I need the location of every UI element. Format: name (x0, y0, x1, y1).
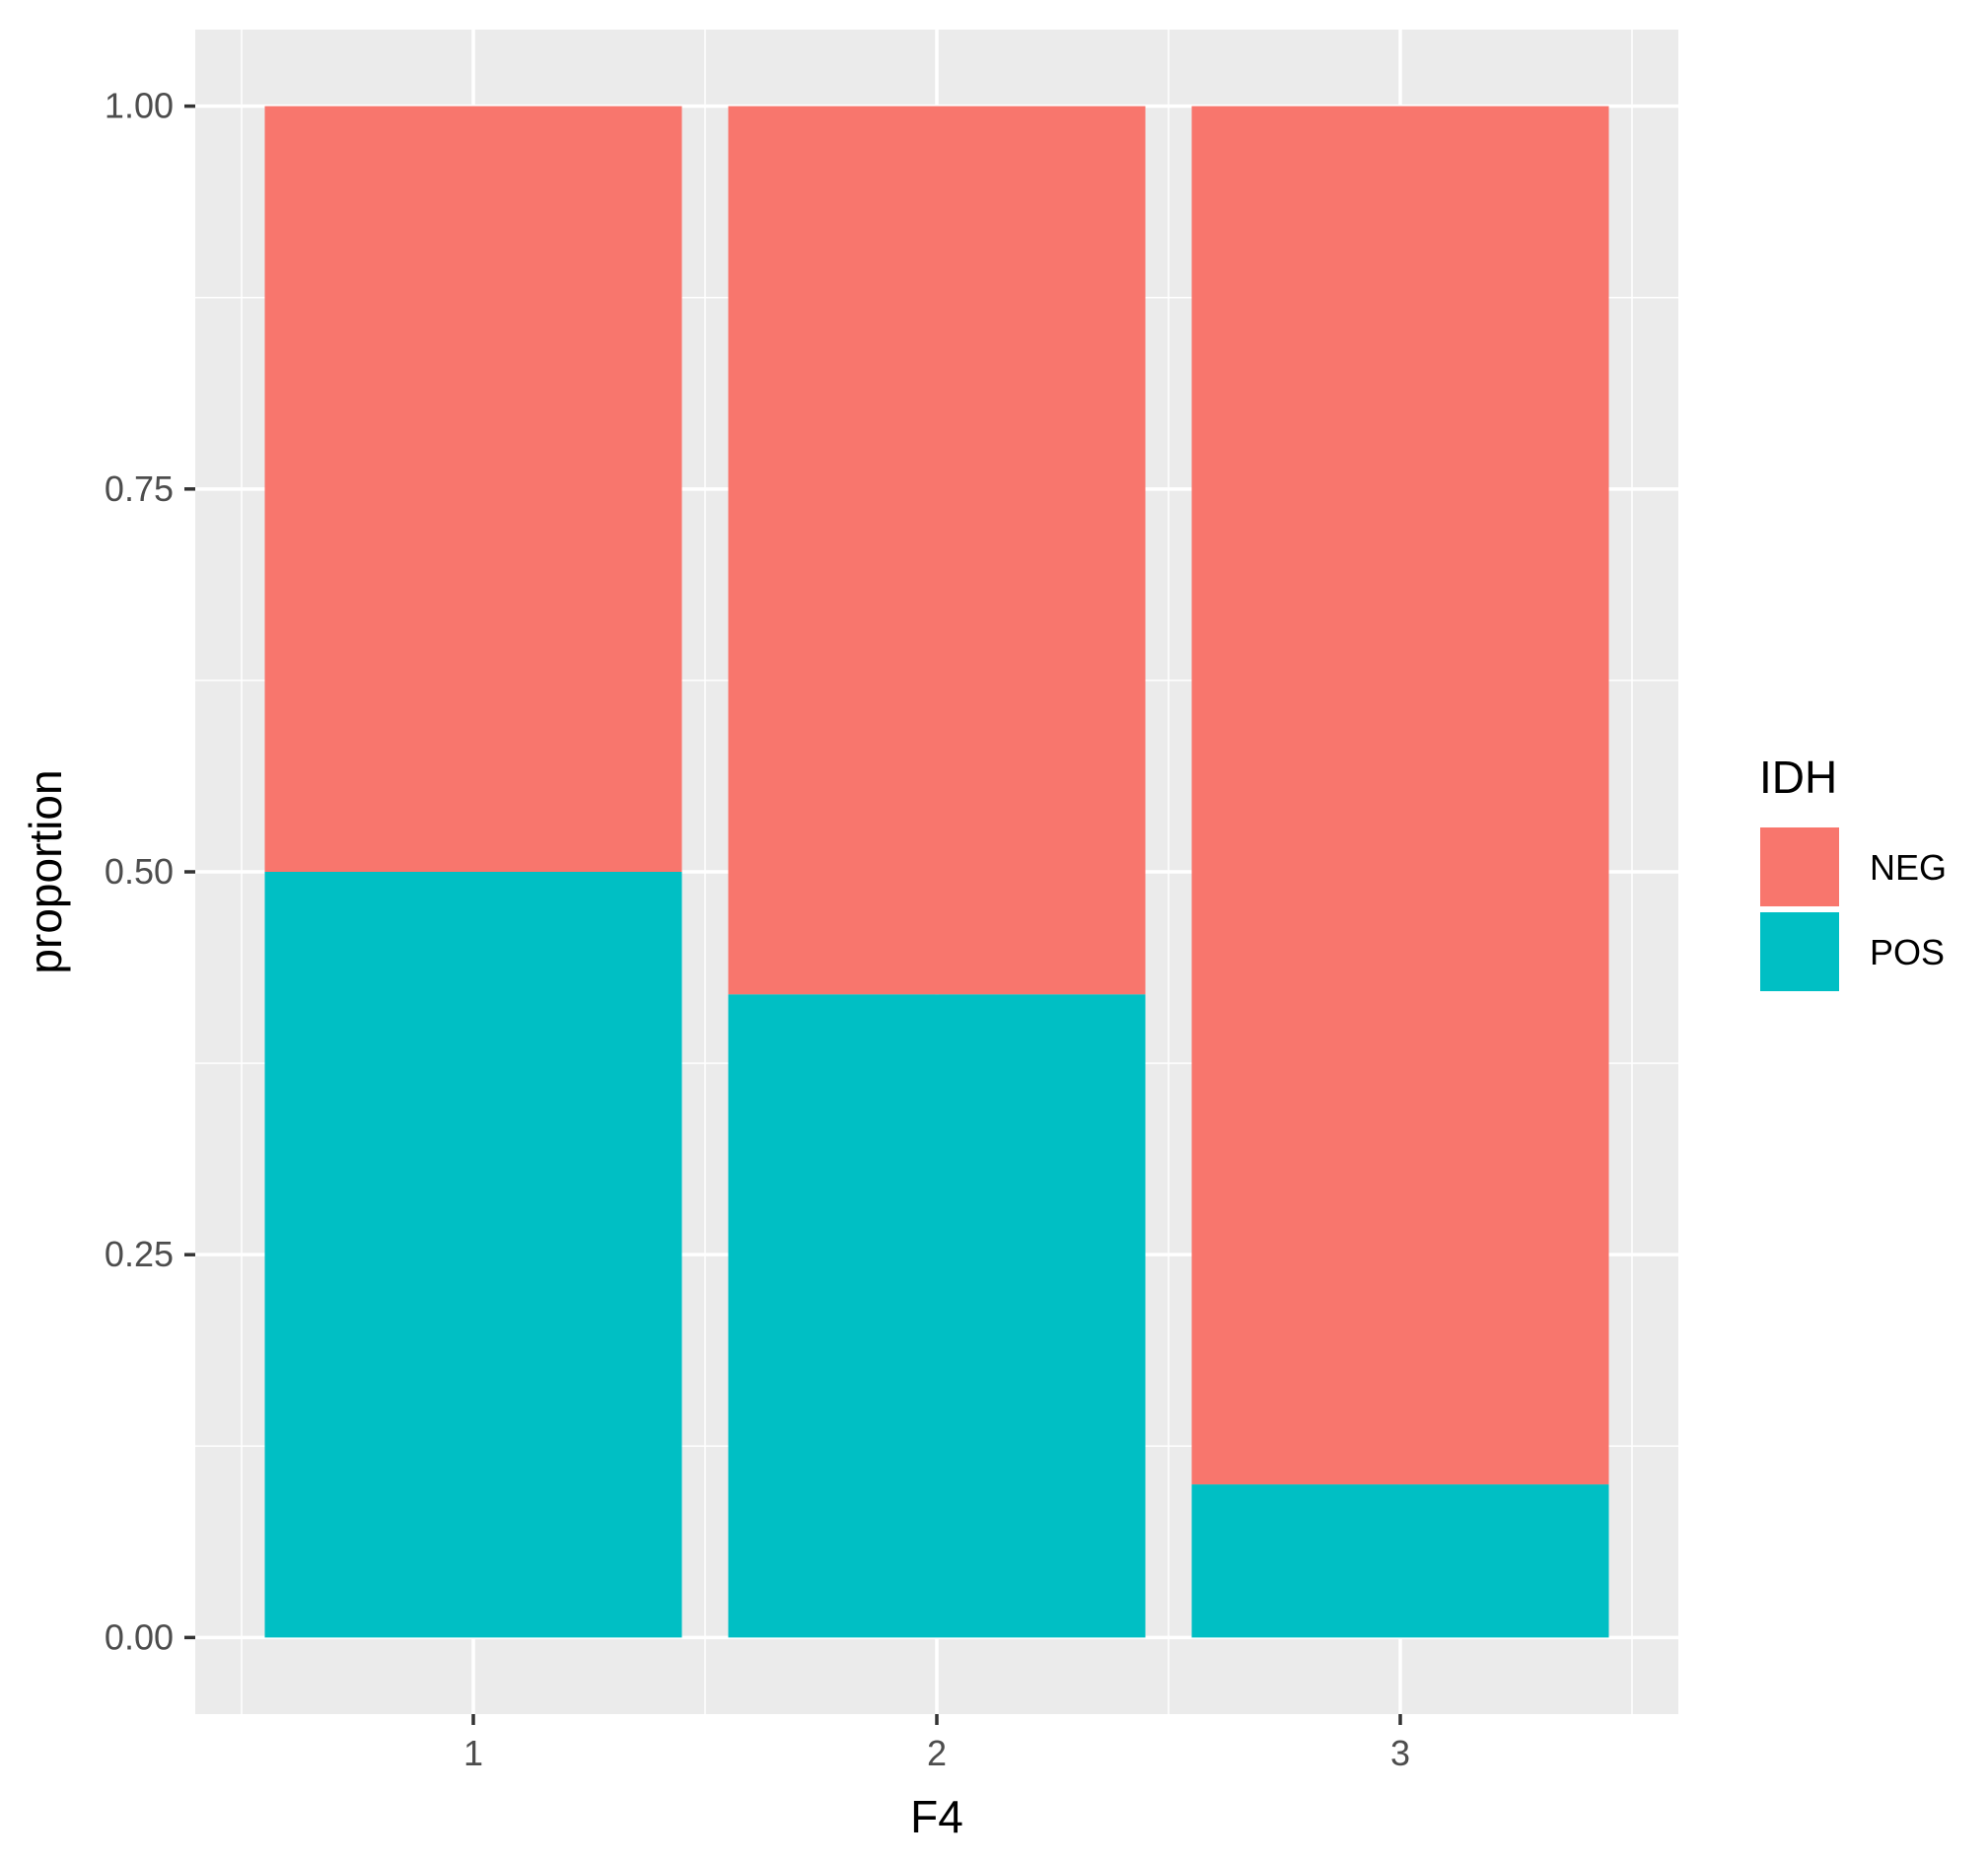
bar-pos-3 (1191, 1484, 1609, 1638)
x-axis-title: F4 (910, 1791, 963, 1842)
x-axis: 1 2 3 (463, 1714, 1410, 1773)
y-axis: 0.00 0.25 0.50 0.75 1.00 (105, 86, 195, 1657)
y-tick-label: 0.25 (105, 1234, 174, 1274)
y-tick-label: 0.75 (105, 468, 174, 509)
y-tick-label: 0.50 (105, 851, 174, 892)
x-tick-label: 2 (927, 1733, 947, 1773)
y-axis-title: proportion (20, 769, 71, 973)
bars (264, 106, 1609, 1638)
legend-label-neg: NEG (1870, 847, 1947, 888)
bar-pos-2 (728, 994, 1146, 1638)
bar-neg-2 (728, 106, 1146, 995)
legend-title: IDH (1759, 752, 1837, 803)
legend-label-pos: POS (1870, 932, 1945, 972)
bar-neg-1 (264, 106, 682, 873)
bar-neg-3 (1191, 106, 1609, 1485)
bar-pos-1 (264, 872, 682, 1638)
y-tick-label: 0.00 (105, 1616, 174, 1657)
y-tick-label: 1.00 (105, 86, 174, 126)
legend-key-pos (1758, 910, 1841, 993)
legend: IDH NEG POS (1758, 752, 1947, 993)
legend-key-neg (1758, 825, 1841, 908)
x-tick-label: 1 (463, 1733, 483, 1773)
x-tick-label: 3 (1390, 1733, 1410, 1773)
